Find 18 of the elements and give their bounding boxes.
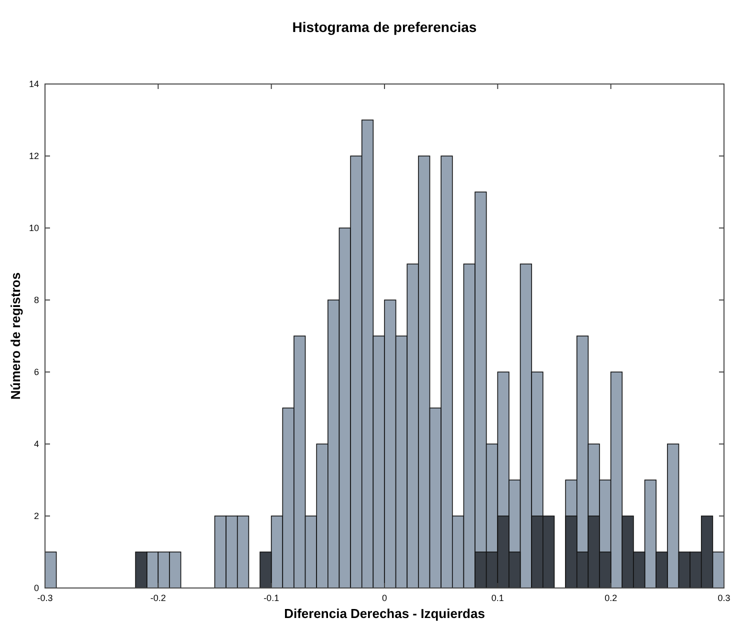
y-axis-title: Número de registros: [8, 272, 23, 400]
x-tick-label: -0.1: [264, 593, 280, 603]
y-tick-label: 14: [28, 79, 39, 89]
y-tick-label: 2: [34, 511, 39, 521]
y-tick-label: 12: [28, 151, 39, 161]
x-axis-title: Diferencia Derechas - Izquierdas: [284, 606, 485, 621]
chart-title: Histograma de preferencias: [292, 19, 477, 35]
x-tick-label: -0.2: [150, 593, 166, 603]
x-tick-label: -0.3: [37, 593, 53, 603]
y-tick-label: 4: [34, 439, 39, 449]
y-tick-label: 8: [34, 295, 39, 305]
x-tick-label: 0.3: [718, 593, 730, 603]
y-tick-label: 10: [28, 223, 39, 233]
y-tick-label: 0: [34, 583, 39, 593]
x-tick-label: 0.1: [491, 593, 504, 603]
x-tick-label: 0: [382, 593, 388, 603]
x-tick-label: 0.2: [604, 593, 618, 603]
y-tick-label: 6: [34, 367, 39, 377]
